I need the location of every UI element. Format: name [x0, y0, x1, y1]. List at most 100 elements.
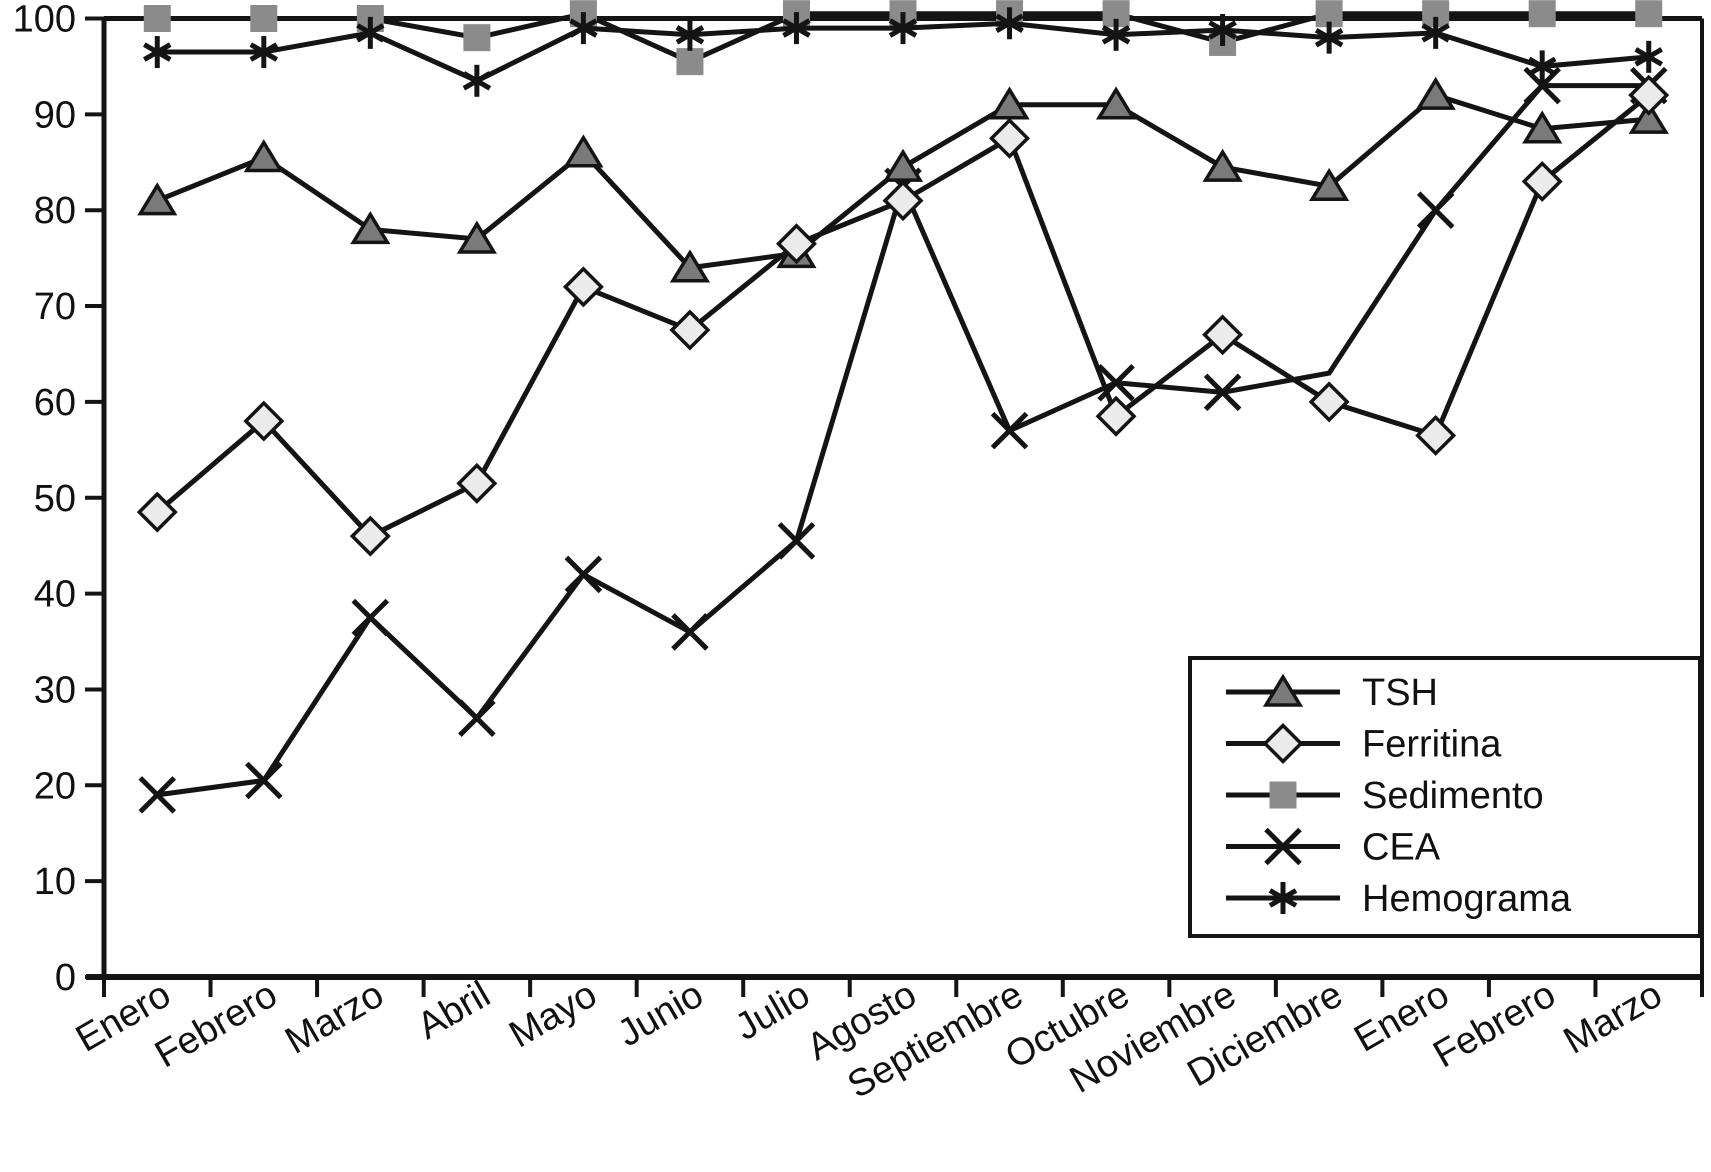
y-tick-label: 80: [34, 190, 76, 232]
square-marker: [1635, 0, 1663, 28]
asterisk-marker: [782, 18, 811, 38]
asterisk-marker: [249, 42, 279, 62]
diamond-marker: [136, 491, 178, 533]
square-marker: [1269, 781, 1297, 809]
y-tick-label: 50: [34, 478, 76, 520]
diamond-marker: [456, 462, 498, 504]
diamond-marker: [1202, 314, 1244, 356]
diamond-marker: [1521, 160, 1563, 202]
asterisk-marker: [462, 71, 492, 91]
diamond-marker: [1628, 74, 1670, 116]
legend-label: Hemograma: [1362, 878, 1572, 920]
triangle-marker: [1628, 100, 1669, 134]
legend-item-tsh: TSH: [1226, 672, 1438, 714]
legend-item-cea: CEA: [1226, 827, 1441, 869]
x-tick-label: Marzo: [278, 973, 390, 1062]
y-tick-label: 20: [34, 765, 76, 807]
asterisk-marker: [888, 18, 918, 38]
y-tick-label: 70: [34, 286, 76, 328]
triangle-marker: [456, 220, 497, 254]
x-tick-label: Febrero: [148, 973, 284, 1076]
x-marker: [1416, 191, 1455, 229]
y-tick-label: 30: [34, 669, 76, 711]
series-hemograma: [143, 7, 1663, 97]
diamond-marker: [882, 180, 924, 222]
legend-label: Sedimento: [1362, 775, 1544, 817]
y-tick-label: 0: [55, 957, 76, 999]
square-marker: [143, 5, 171, 32]
x-marker: [1264, 827, 1302, 866]
diamond-marker: [243, 400, 285, 442]
triangle-marker: [882, 148, 924, 182]
x-marker: [1203, 373, 1242, 412]
x-tick-label: Marzo: [1557, 973, 1669, 1062]
series-tsh: [137, 76, 1669, 283]
triangle-marker: [137, 182, 178, 216]
y-tick-label: 60: [34, 382, 76, 424]
asterisk-marker: [1421, 23, 1450, 43]
x-marker: [671, 613, 709, 651]
square-marker: [463, 24, 491, 52]
y-tick-label: 40: [34, 574, 76, 616]
asterisk-marker: [1101, 25, 1131, 45]
series-ferritina: [136, 74, 1670, 557]
x-marker: [351, 598, 390, 637]
asterisk-marker: [143, 42, 172, 62]
legend: TSH Ferritina Sedimento CEA Hemograma: [1188, 656, 1702, 938]
x-marker: [564, 555, 603, 594]
x-marker: [1097, 363, 1135, 402]
diamond-marker: [989, 117, 1031, 159]
y-tick-label: 10: [34, 861, 76, 903]
legend-label: Ferritina: [1362, 724, 1502, 766]
asterisk-marker: [1634, 47, 1663, 67]
legend-label: CEA: [1362, 827, 1441, 869]
x-marker: [458, 699, 496, 737]
diamond-marker: [1262, 723, 1304, 764]
legend-item-ferritina: Ferritina: [1226, 723, 1502, 766]
triangle-marker: [1262, 673, 1304, 707]
triangle-marker: [1095, 86, 1137, 120]
triangle-marker: [1522, 110, 1563, 144]
diamond-marker: [562, 266, 604, 308]
x-marker: [245, 761, 283, 800]
x-marker: [990, 411, 1029, 450]
triangle-marker: [989, 86, 1030, 120]
asterisk-marker: [1314, 28, 1344, 48]
asterisk-marker: [1208, 20, 1237, 40]
triangle-marker: [1309, 167, 1350, 201]
triangle-marker: [350, 210, 391, 245]
y-tick-label: 90: [34, 94, 76, 136]
diamond-marker: [1415, 414, 1457, 456]
y-axis: 0 10 20 30 40 50 60 70 80 90 100: [13, 0, 104, 999]
triangle-marker: [1202, 148, 1243, 182]
legend-item-hemograma: Hemograma: [1226, 878, 1572, 920]
asterisk-marker: [995, 13, 1024, 33]
legend-label: TSH: [1362, 672, 1438, 714]
x-tick-label: Junio: [611, 973, 711, 1055]
diamond-marker: [669, 309, 711, 351]
legend-item-sedimento: Sedimento: [1226, 775, 1544, 817]
triangle-marker: [1415, 76, 1456, 110]
x-tick-label: Febrero: [1426, 973, 1562, 1076]
x-marker: [138, 776, 177, 814]
asterisk-marker: [675, 25, 705, 45]
asterisk-marker: [1527, 56, 1557, 77]
square-marker: [676, 48, 704, 76]
square-marker: [250, 5, 278, 32]
diamond-marker: [1095, 395, 1137, 437]
diamond-marker: [349, 515, 391, 557]
asterisk-marker: [569, 18, 598, 38]
x-tick-label: Mayo: [502, 973, 603, 1056]
triangle-marker: [563, 134, 604, 168]
square-marker: [1528, 0, 1556, 28]
diamond-marker: [1308, 381, 1350, 423]
diamond-marker: [775, 223, 817, 265]
asterisk-marker: [356, 23, 385, 43]
triangle-marker: [243, 139, 284, 173]
y-tick-label: 100: [13, 0, 76, 41]
x-marker: [777, 522, 816, 560]
asterisk-marker: [1268, 888, 1298, 908]
